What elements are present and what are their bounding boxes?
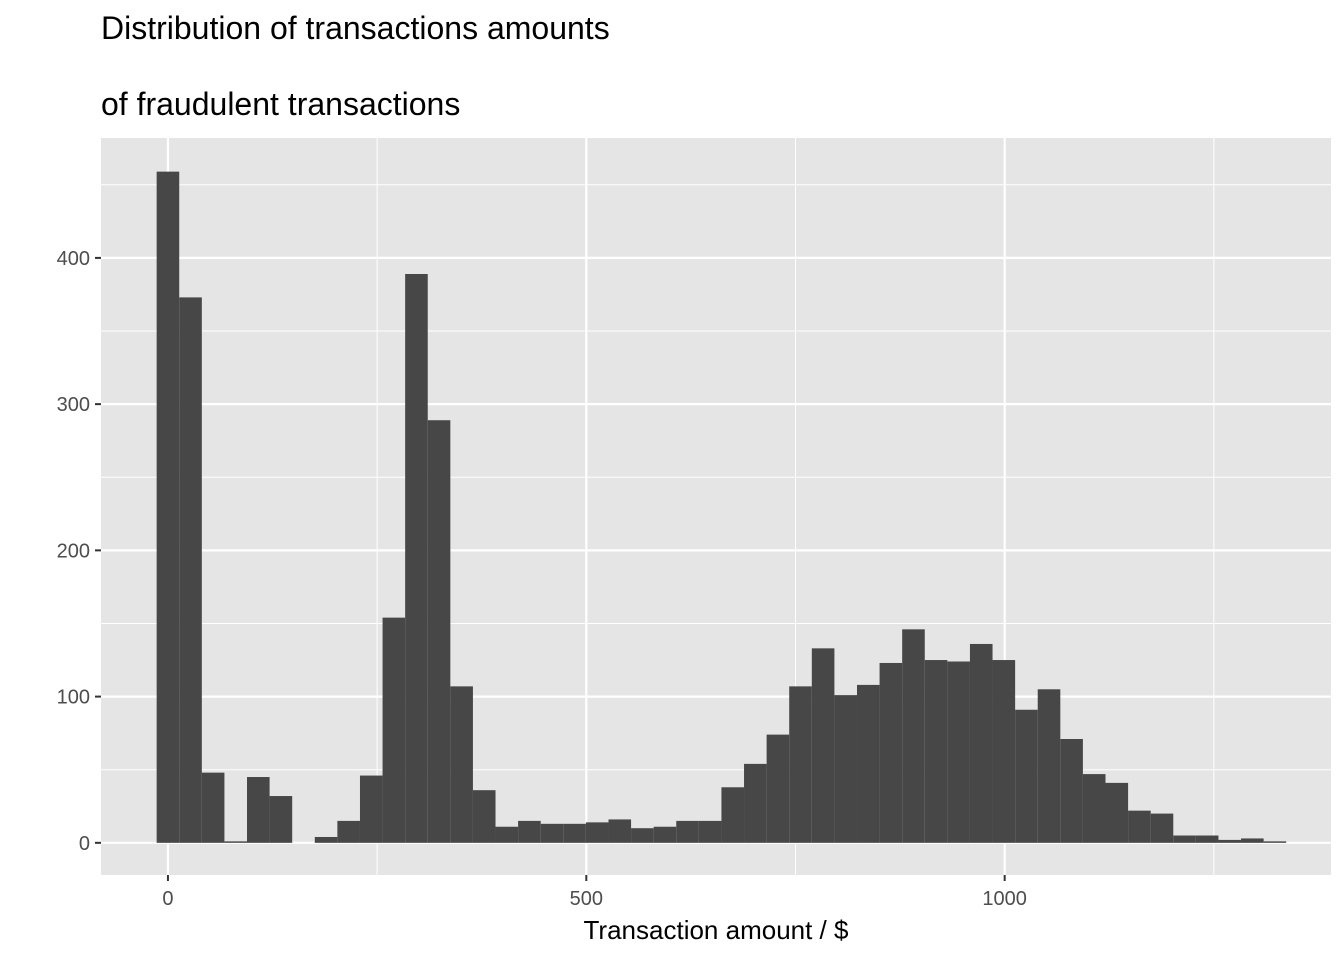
minor-gridlines [101,138,1331,875]
histogram-bar [1128,810,1151,843]
histogram-bar [631,828,654,843]
histogram-bar [585,822,609,843]
histogram-bar [924,660,948,843]
histogram-bar [1173,835,1196,843]
histogram-bar [856,684,880,843]
histogram-bar [1195,835,1219,843]
histogram-bar [450,686,473,843]
histogram-bar [224,841,248,843]
histogram-bar [811,648,835,843]
histogram-bar [314,836,338,843]
histogram-bar [879,662,903,843]
histogram-bar [540,823,564,843]
y-tick-label: 100 [57,687,90,709]
y-axis-ticks: 0 100 200 300 400 [57,248,101,855]
histogram-bar [992,660,1016,843]
histogram-bar [518,820,541,843]
histogram-bar [382,617,406,843]
chart-title-line-1: Distribution of transactions amounts [101,10,610,46]
histogram-bar [1218,839,1242,843]
histogram-bar [405,273,428,843]
histogram-bar [834,695,857,843]
histogram-bar [766,734,790,843]
histogram-bar [495,826,519,843]
histogram-bar [156,171,180,843]
x-tick-label: 500 [570,888,603,910]
plot-panel [101,138,1331,875]
y-tick-label: 300 [57,394,90,416]
histogram-bar [359,775,383,843]
histogram-bar [201,772,225,843]
histogram-bar [789,686,812,843]
histogram-bar [1037,689,1061,843]
histogram-bar [427,420,451,843]
histogram-bar [608,819,632,843]
histogram-bar [721,787,745,843]
histogram-bar [1082,774,1106,843]
histogram-bars [156,171,1287,843]
histogram-bar [1015,709,1038,843]
histogram-bar [902,629,925,843]
histogram-bar [676,820,699,843]
histogram-bar [1241,838,1264,843]
histogram-bar [698,820,722,843]
x-axis-title: Transaction amount / $ [584,915,849,945]
histogram-bar [1060,739,1083,843]
y-tick-label: 200 [57,540,90,562]
histogram-bar [1263,841,1287,843]
histogram-bar [744,763,767,843]
histogram-bar [179,297,202,843]
histogram-bar [969,643,993,843]
histogram-bar [472,790,496,843]
y-tick-label: 0 [79,833,90,855]
histogram-bar [1150,813,1174,843]
histogram-bar [947,661,970,843]
histogram-bar [563,823,586,843]
histogram-bar [1105,782,1129,843]
x-tick-label: 0 [162,888,173,910]
x-axis-ticks: 0 500 1000 [162,875,1027,910]
histogram-bar [269,796,293,843]
x-tick-label: 1000 [982,888,1027,910]
chart-title-line-2: of fraudulent transactions [101,86,460,122]
y-tick-label: 400 [57,248,90,270]
histogram-bar [247,777,270,843]
major-gridlines [101,138,1331,875]
histogram-bar [653,826,677,843]
histogram-bar [337,820,360,843]
